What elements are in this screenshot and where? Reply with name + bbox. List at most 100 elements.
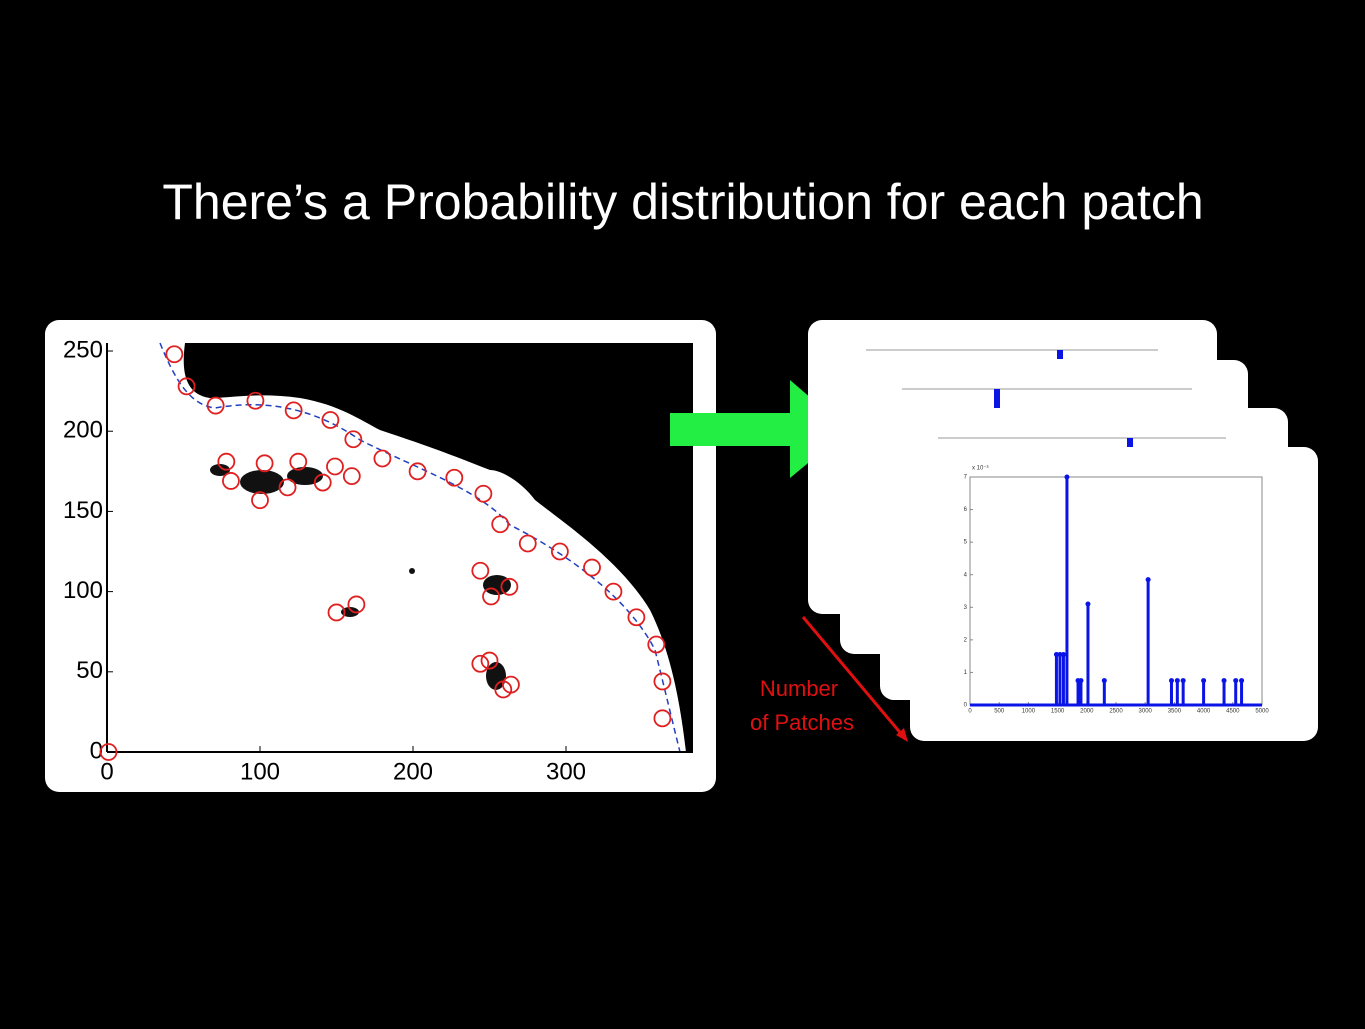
patch-circle <box>518 534 537 553</box>
stem-marker <box>1201 678 1207 684</box>
annotation: of Patches <box>750 710 854 735</box>
stem-marker <box>1057 652 1063 658</box>
patch-circle <box>222 472 240 490</box>
patch-circle <box>647 635 666 654</box>
map-plot: 0 50 100 150 200 250 0 100 200 300 <box>63 336 672 785</box>
patch-circle <box>177 377 196 396</box>
multiplier: x 10⁻³ <box>972 466 989 472</box>
stem-marker <box>1101 678 1107 684</box>
y-tick-label: 3 <box>964 605 968 611</box>
patch-circle <box>373 449 392 468</box>
x-tick-label: 1500 <box>1051 709 1065 715</box>
x-tick-label: 4000 <box>1197 709 1211 715</box>
stem-marker <box>1221 678 1227 684</box>
stem-marker <box>1145 577 1151 583</box>
annotation: Number <box>760 676 838 701</box>
x-tick-label: 2000 <box>1080 709 1094 715</box>
patch-circle <box>326 457 344 476</box>
x-tick-label: 0 <box>968 709 972 715</box>
patch-circle <box>344 430 363 449</box>
patch-circle <box>255 454 274 473</box>
x-tick-label: 300 <box>546 758 586 785</box>
y-tick-label: 4 <box>964 572 968 578</box>
patch-circle <box>604 582 623 601</box>
contour <box>159 342 681 753</box>
x-tick-label: 200 <box>393 758 433 785</box>
patch-circle <box>278 478 297 497</box>
patch-circle <box>408 462 427 481</box>
blobs <box>210 464 511 690</box>
y-tick-label: 6 <box>964 507 968 513</box>
patch-circle <box>313 473 332 492</box>
x-tick-label: 4500 <box>1226 709 1240 715</box>
card-stem <box>1057 350 1063 359</box>
card-stack <box>808 320 1318 741</box>
patch-circle <box>327 603 346 622</box>
patch-circle <box>347 595 366 614</box>
y-tick-label: 0 <box>90 737 103 764</box>
patch-circle <box>550 542 569 561</box>
patch-circle <box>217 452 236 471</box>
slide-title: There’s a Probability distribution for e… <box>162 174 1203 230</box>
patch-circle <box>500 577 519 596</box>
stem-plot: 0 1 2 3 4 5 6 7 0 500 1000 1500 2000 2500 3000 3500 4000… <box>964 474 1269 715</box>
stem-marker <box>1233 678 1239 684</box>
y-tick-label: 2 <box>964 637 968 643</box>
patch-circle <box>99 743 118 761</box>
x-tick-label: 2500 <box>1109 709 1123 715</box>
patch-circle <box>471 654 490 673</box>
y-tick-label: 50 <box>76 657 103 684</box>
patch-circle <box>627 608 646 627</box>
patch-circle <box>289 452 308 471</box>
patch-circle <box>482 587 500 606</box>
x-tick-label: 5000 <box>1255 709 1269 715</box>
patch-circle <box>474 484 493 503</box>
x-tick-label: 0 <box>100 758 113 785</box>
patch-circle <box>480 651 499 670</box>
y-tick-label: 7 <box>964 475 968 481</box>
stem-marker <box>1085 601 1091 607</box>
stem-marker <box>1053 652 1059 658</box>
patch-circle <box>246 391 265 410</box>
patch-circle <box>583 558 601 577</box>
patch-circle <box>342 467 361 486</box>
patch-circle <box>445 468 464 487</box>
stem-marker <box>1174 678 1180 684</box>
patch-circle <box>471 561 490 580</box>
x-tick-label: 1000 <box>1022 709 1036 715</box>
patch-circle <box>502 675 520 694</box>
patch-circle <box>491 515 510 534</box>
stem-marker <box>1239 678 1245 684</box>
card-stem <box>994 389 1000 409</box>
patch-circle <box>251 491 269 510</box>
patch-circle <box>321 411 340 429</box>
y-tick-label: 150 <box>63 497 103 524</box>
card-stem <box>1127 438 1133 447</box>
stem-marker <box>1060 652 1066 658</box>
patch-circle <box>284 401 303 420</box>
stem-marker <box>1180 678 1186 684</box>
y-tick-label: 250 <box>63 336 103 363</box>
y-tick-label: 5 <box>964 540 968 546</box>
stem-marker <box>1168 678 1174 684</box>
stem-marker <box>1078 678 1084 684</box>
annotation-arrow <box>801 616 905 737</box>
x-tick-label: 500 <box>994 709 1005 715</box>
arrow <box>670 380 848 478</box>
y-tick-label: 0 <box>964 703 968 709</box>
x-tick-label: 3000 <box>1139 709 1153 715</box>
y-tick-label: 100 <box>63 577 103 604</box>
x-tick-label: 100 <box>240 758 280 785</box>
x-tick-label: 3500 <box>1168 709 1182 715</box>
patch-circle <box>653 709 672 728</box>
patch-circle <box>206 396 225 415</box>
y-tick-label: 1 <box>964 670 968 676</box>
land-region <box>183 343 693 752</box>
card <box>910 447 1318 741</box>
stem-marker <box>1064 474 1070 480</box>
patch-circle <box>653 672 672 691</box>
y-tick-label: 200 <box>63 417 103 444</box>
annotation-arrowhead <box>896 728 908 742</box>
patch-circle <box>165 345 184 364</box>
